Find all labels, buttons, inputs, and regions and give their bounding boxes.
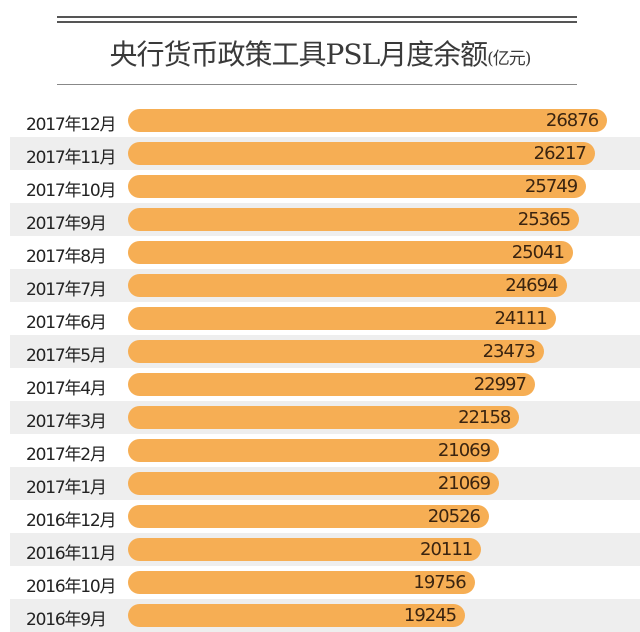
category-label: 2017年11月: [26, 148, 117, 168]
category-label: 2016年9月: [26, 610, 107, 630]
bar: [128, 472, 500, 495]
chart-title-text: 央行货币政策工具PSL月度余额: [109, 38, 489, 71]
category-label: 2017年3月: [26, 412, 107, 432]
bar: [128, 274, 567, 297]
data-label: 21069: [437, 473, 491, 494]
bar-row: 2016年9月 19245: [10, 599, 640, 632]
bar: [128, 571, 475, 594]
bar-row: 2017年7月 24694: [10, 269, 640, 302]
bar-row: 2016年11月 20111: [10, 533, 640, 566]
bar: [128, 241, 573, 264]
data-label: 25365: [517, 209, 571, 230]
bar-row: 2017年9月 25365: [10, 203, 640, 236]
bar-row: 2016年12月 20526: [10, 500, 640, 533]
bar-row: 2017年8月 25041: [10, 236, 640, 269]
chart-unit: (亿元): [487, 49, 531, 69]
bar-row: 2017年1月 21069: [10, 467, 640, 500]
data-label: 20111: [420, 539, 473, 560]
category-label: 2016年12月: [26, 511, 117, 531]
bar-row: 2017年3月 22158: [10, 401, 640, 434]
category-label: 2017年4月: [26, 379, 107, 399]
bar-row: 2016年10月 19756: [10, 566, 640, 599]
category-label: 2017年5月: [26, 346, 107, 366]
category-label: 2016年11月: [26, 544, 117, 564]
bar: [128, 604, 466, 627]
category-label: 2017年2月: [26, 445, 107, 465]
data-label: 19245: [403, 605, 457, 626]
bar: [128, 439, 500, 462]
category-label: 2017年10月: [26, 181, 117, 201]
data-label: 23473: [482, 341, 536, 362]
data-label: 21069: [437, 440, 491, 461]
data-label: 25041: [511, 242, 565, 263]
category-label: 2017年9月: [26, 214, 107, 234]
data-label: 19756: [413, 572, 466, 593]
data-label: 24694: [505, 275, 558, 296]
bar-row: 2017年6月 24111: [10, 302, 640, 335]
bar-row: 2017年5月 23473: [10, 335, 640, 368]
bar: [128, 538, 482, 561]
bar: [128, 307, 556, 330]
title-rule-top-2: [57, 21, 577, 23]
bar-row: 2017年12月 26876: [10, 104, 640, 137]
bar: [128, 208, 580, 231]
bar: [128, 175, 587, 198]
bar: [128, 406, 520, 429]
category-label: 2017年7月: [26, 280, 107, 300]
category-label: 2017年6月: [26, 313, 107, 333]
data-label: 24111: [494, 308, 547, 329]
data-label: 25749: [524, 176, 578, 197]
category-label: 2017年12月: [26, 115, 117, 135]
data-label: 26876: [545, 110, 599, 131]
bar: [128, 109, 608, 132]
data-label: 20526: [427, 506, 481, 527]
bar-row: 2017年11月 26217: [10, 137, 640, 170]
bar-row: 2017年2月 21069: [10, 434, 640, 467]
bar: [128, 505, 489, 528]
data-label: 22158: [458, 407, 511, 428]
data-label: 26217: [533, 143, 587, 164]
title-rule-top: [57, 16, 577, 18]
bar-row: 2017年10月 25749: [10, 170, 640, 203]
category-label: 2016年10月: [26, 577, 117, 597]
data-label: 22997: [473, 374, 527, 395]
category-label: 2017年1月: [26, 478, 107, 498]
bar: [128, 340, 544, 363]
chart-title: 央行货币政策工具PSL月度余额(亿元): [0, 33, 640, 73]
bar-row: 2017年4月 22997: [10, 368, 640, 401]
category-label: 2017年8月: [26, 247, 107, 267]
bar: [128, 373, 535, 396]
bar: [128, 142, 595, 165]
title-rule-bottom: [57, 84, 577, 85]
